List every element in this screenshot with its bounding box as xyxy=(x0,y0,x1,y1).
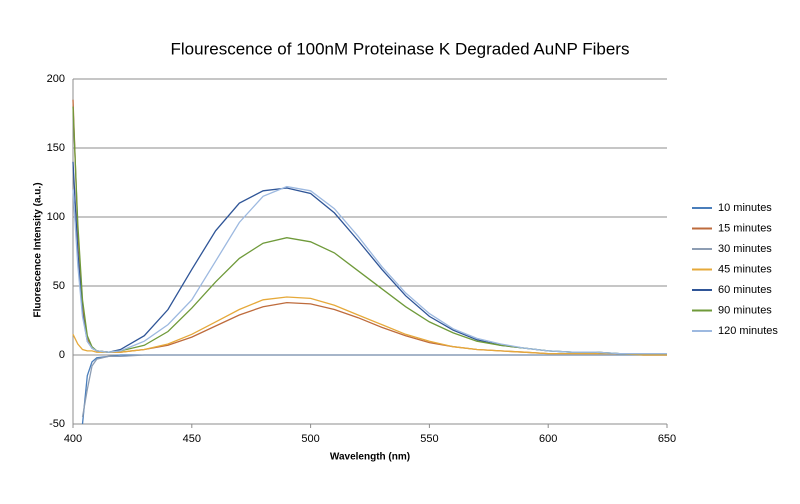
x-tick-label: 500 xyxy=(301,433,319,445)
legend-label: 10 minutes xyxy=(718,202,772,214)
legend-label: 45 minutes xyxy=(718,263,772,275)
y-tick-label: -50 xyxy=(49,418,65,430)
series-line xyxy=(81,354,667,418)
x-tick-label: 600 xyxy=(539,433,557,445)
x-tick-label: 650 xyxy=(658,433,676,445)
y-tick-label: 200 xyxy=(47,73,65,85)
x-tick-label: 450 xyxy=(183,433,201,445)
legend-label: 90 minutes xyxy=(718,304,772,316)
x-tick-label: 400 xyxy=(64,433,82,445)
y-axis-label: Fluorescence Intensity (a.u.) xyxy=(33,182,44,317)
y-tick-label: 0 xyxy=(59,349,65,361)
series-line xyxy=(72,296,667,356)
legend-label: 15 minutes xyxy=(718,222,772,234)
y-tick-label: 100 xyxy=(47,211,65,223)
series-line xyxy=(72,161,667,355)
x-axis-label: Wavelength (nm) xyxy=(330,452,410,463)
legend-label: 30 minutes xyxy=(718,243,772,255)
legend-label: 60 minutes xyxy=(718,284,772,296)
series-line xyxy=(72,185,667,355)
chart-title: Flourescence of 100nM Proteinase K Degra… xyxy=(171,39,630,58)
series-line xyxy=(81,354,667,425)
x-tick-label: 550 xyxy=(420,433,438,445)
y-tick-label: 150 xyxy=(47,142,65,154)
legend-label: 120 minutes xyxy=(718,325,778,337)
y-tick-label: 50 xyxy=(53,280,65,292)
